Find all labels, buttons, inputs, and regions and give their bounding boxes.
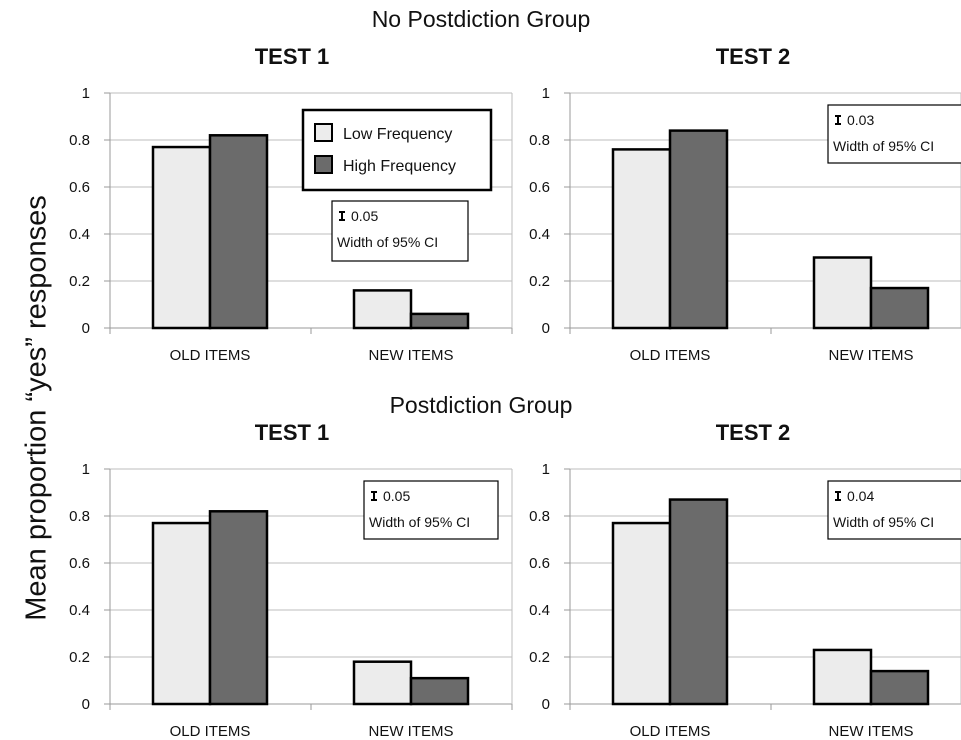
bar-high-old xyxy=(208,510,269,706)
panel-title: TEST 1 xyxy=(255,44,330,69)
ci-note-label: Width of 95% CI xyxy=(833,138,934,154)
x-category-label: NEW ITEMS xyxy=(369,347,454,364)
x-category-label: OLD ITEMS xyxy=(630,723,711,740)
panel-title: TEST 2 xyxy=(716,44,791,69)
y-tick-label: 0.6 xyxy=(69,555,90,572)
bar-high-new xyxy=(869,286,930,330)
y-tick-label: 0.2 xyxy=(69,273,90,290)
y-tick-label: 0.8 xyxy=(529,508,550,525)
y-tick-label: 1 xyxy=(542,85,550,102)
ci-note-value: 0.04 xyxy=(847,488,874,504)
bar-high-old xyxy=(668,498,729,706)
ci-note-value: 0.03 xyxy=(847,112,874,128)
y-tick-label: 0.8 xyxy=(69,132,90,149)
y-tick-label: 0.4 xyxy=(529,226,550,243)
ci-note-box xyxy=(827,480,961,540)
ci-note-box xyxy=(827,104,961,164)
bar-low-new xyxy=(352,289,413,330)
y-tick-label: 0.8 xyxy=(529,132,550,149)
ci-note-label: Width of 95% CI xyxy=(833,514,934,530)
y-tick-label: 0.4 xyxy=(69,226,90,243)
y-tick-label: 0 xyxy=(542,320,550,337)
ci-note-label: Width of 95% CI xyxy=(369,514,470,530)
x-category-label: NEW ITEMS xyxy=(829,347,914,364)
y-tick-label: 0 xyxy=(82,320,90,337)
y-tick-label: 0.6 xyxy=(529,555,550,572)
group-title-postdiction: Postdiction Group xyxy=(389,392,573,418)
panel-title: TEST 1 xyxy=(255,420,330,445)
bar-high-new xyxy=(869,669,930,706)
x-category-label: OLD ITEMS xyxy=(630,347,711,364)
bar-low-new xyxy=(352,660,413,706)
y-tick-label: 1 xyxy=(82,461,90,478)
y-tick-label: 0.2 xyxy=(529,649,550,666)
legend-swatch-low xyxy=(314,123,333,142)
y-tick-label: 0.4 xyxy=(529,602,550,619)
panel-title: TEST 2 xyxy=(716,420,791,445)
y-tick-label: 0.6 xyxy=(529,179,550,196)
bar-high-old xyxy=(668,129,729,330)
y-tick-label: 0 xyxy=(82,696,90,713)
y-tick-label: 0.4 xyxy=(69,602,90,619)
bar-low-old xyxy=(151,521,212,706)
bar-low-old xyxy=(151,145,212,330)
ci-note-value: 0.05 xyxy=(351,208,378,224)
legend-label: Low Frequency xyxy=(343,126,452,143)
x-category-label: NEW ITEMS xyxy=(369,723,454,740)
y-tick-label: 0.8 xyxy=(69,508,90,525)
legend-box xyxy=(301,108,493,192)
legend-swatch-high xyxy=(314,155,333,174)
y-tick-label: 0.2 xyxy=(529,273,550,290)
ci-note-value: 0.05 xyxy=(383,488,410,504)
y-tick-label: 0.6 xyxy=(69,179,90,196)
y-tick-label: 1 xyxy=(542,461,550,478)
legend-label: High Frequency xyxy=(343,158,456,175)
y-tick-label: 0 xyxy=(542,696,550,713)
y-tick-label: 1 xyxy=(82,85,90,102)
ci-note-box xyxy=(331,200,469,262)
ci-note-label: Width of 95% CI xyxy=(337,234,438,250)
y-tick-label: 0.2 xyxy=(69,649,90,666)
group-title-no-postdiction: No Postdiction Group xyxy=(371,6,591,32)
bar-low-old xyxy=(611,148,672,330)
bar-low-new xyxy=(812,256,873,330)
bar-high-new xyxy=(409,312,470,330)
x-category-label: NEW ITEMS xyxy=(829,723,914,740)
ci-note-box xyxy=(363,480,499,540)
bar-low-old xyxy=(611,521,672,706)
x-category-label: OLD ITEMS xyxy=(170,723,251,740)
bar-low-new xyxy=(812,648,873,706)
bar-high-new xyxy=(409,676,470,706)
bar-high-old xyxy=(208,134,269,330)
x-category-label: OLD ITEMS xyxy=(170,347,251,364)
